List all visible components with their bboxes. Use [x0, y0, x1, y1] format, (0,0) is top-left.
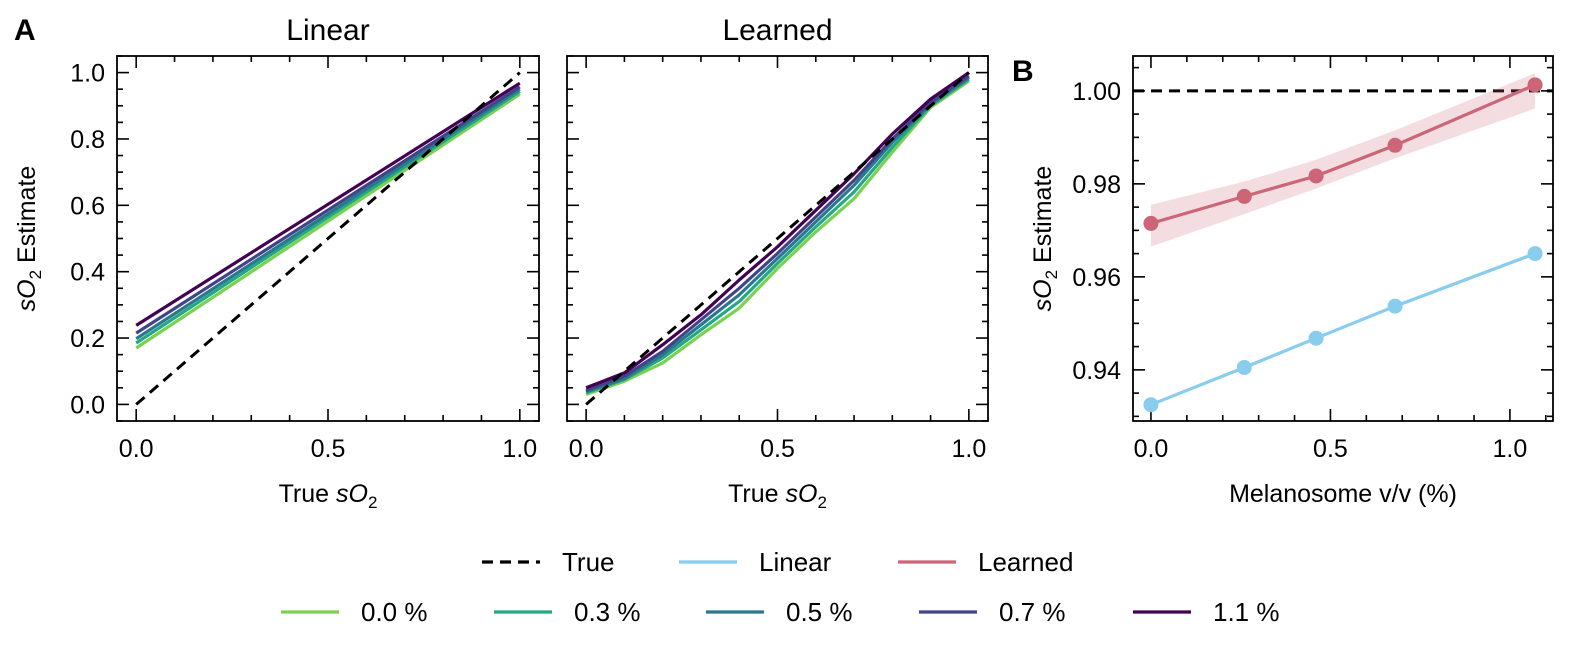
x-tick-label: 1.0 [1493, 435, 1528, 463]
series-linear-point [1236, 360, 1252, 376]
panel-title-1: Learned [722, 14, 832, 47]
series-linear-point [1527, 246, 1543, 262]
legend-label: True [562, 547, 615, 577]
series-linear-line [1150, 252, 1536, 407]
y-tick-label: 1.00 [1072, 78, 1121, 106]
legend-label: 0.5 % [786, 597, 853, 627]
x-tick-label: 0.5 [1313, 435, 1348, 463]
series-learned-point [1236, 188, 1252, 204]
axes-frame-1 [566, 55, 989, 422]
series-learned-point [1387, 137, 1403, 153]
series-true-line [135, 71, 521, 406]
series-linear-point [1387, 298, 1403, 314]
y-tick-label: 0.6 [70, 192, 105, 220]
legend-item-1-0: True [482, 547, 615, 577]
series-learned-point [1143, 215, 1159, 231]
series-0-0-line [135, 92, 521, 350]
y-tick-label: 0.94 [1072, 357, 1121, 385]
legend-item-2-3: 0.7 % [919, 597, 1066, 627]
legend-item-2-1: 0.3 % [494, 597, 641, 627]
y-tick-label: 0.0 [70, 391, 105, 419]
chart-panel-2: 0.0 0.5 1.0 0.94 0.96 0.98 1.00 Melanosome v/v … [1029, 55, 1554, 508]
series-learned-point [1527, 77, 1543, 93]
y-tick-label: 0.2 [70, 325, 105, 353]
x-axis-title-0: True sO2 [279, 480, 378, 512]
panel-letter-a: A [14, 14, 36, 47]
y-tick-label: 0.96 [1072, 264, 1121, 292]
series-0-0-line [585, 79, 970, 397]
legend-item-2-2: 0.5 % [706, 597, 853, 627]
chart-panel-0: Linear 0.0 0.5 1.0 0.0 0.2 0.4 0.6 0.8 1.0 True sO… [13, 14, 540, 512]
legend-label: Learned [978, 547, 1073, 577]
x-tick-label: 1.0 [502, 435, 537, 463]
series-0-5-line [135, 87, 521, 341]
y-axis-title-0: sO2 Estimate [13, 166, 45, 312]
legend-label: 0.3 % [574, 597, 641, 627]
legend-item-1-2: Learned [898, 547, 1073, 577]
x-axis-title-1: True sO2 [728, 480, 827, 512]
series-1-1-line [135, 81, 521, 327]
legend-label: Linear [759, 547, 832, 577]
legend-label: 0.0 % [361, 597, 428, 627]
x-axis-title-2: Melanosome v/v (%) [1229, 480, 1457, 508]
legend-item-1-1: Linear [679, 547, 832, 577]
panel-letter-b: B [1012, 55, 1034, 88]
series-linear-point [1308, 330, 1324, 346]
y-axis-title-2: sO2 Estimate [1029, 166, 1061, 312]
axes-frame-2 [1132, 55, 1554, 422]
series-0-7-line [135, 85, 521, 335]
plot-area-0 [135, 71, 521, 406]
plot-area-2 [1133, 73, 1553, 407]
y-tick-label: 0.98 [1072, 171, 1121, 199]
series-learned-point [1308, 168, 1324, 184]
legend-item-2-4: 1.1 % [1133, 597, 1280, 627]
series-learned-band [1150, 73, 1536, 247]
y-tick-label: 0.4 [70, 259, 105, 287]
x-tick-label: 0.5 [760, 435, 795, 463]
legend: True Linear Learned 0.0 % 0.3 % 0.5 % 0.7 % 1.1… [281, 547, 1280, 627]
series-linear-point [1143, 397, 1159, 413]
axes-frame-0 [116, 55, 540, 422]
ticks-2 [1133, 56, 1553, 421]
series-0-3-line [585, 77, 970, 395]
y-tick-label: 0.8 [70, 126, 105, 154]
chart-panel-1: Learned 0.0 0.5 1.0 True sO2 [566, 14, 989, 512]
legend-label: 1.1 % [1213, 597, 1280, 627]
series-1-1-line [585, 71, 970, 390]
x-tick-label: 0.0 [1134, 435, 1169, 463]
legend-item-2-0: 0.0 % [281, 597, 428, 627]
x-tick-label: 1.0 [951, 435, 986, 463]
series-true-line [585, 71, 970, 406]
x-tick-label: 0.0 [569, 435, 604, 463]
plot-area-1 [585, 71, 970, 406]
x-tick-label: 0.5 [311, 435, 346, 463]
x-tick-label: 0.0 [119, 435, 154, 463]
panel-title-0: Linear [286, 14, 369, 47]
y-tick-label: 1.0 [70, 60, 105, 88]
series-0-5-line [585, 76, 970, 394]
legend-label: 0.7 % [999, 597, 1066, 627]
series-0-3-line [135, 90, 521, 345]
